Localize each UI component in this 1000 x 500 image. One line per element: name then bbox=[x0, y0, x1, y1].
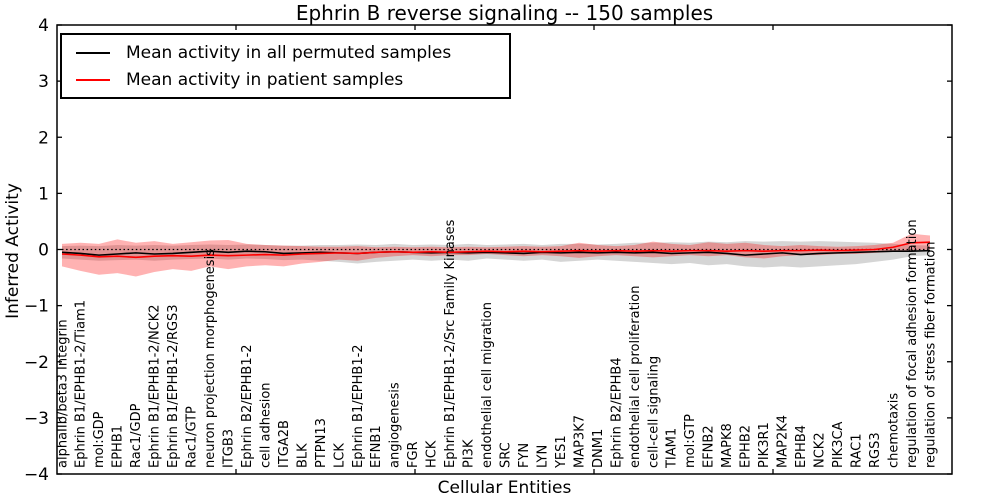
y-tick-label: 4 bbox=[38, 16, 49, 36]
x-category-label: EFNB1 bbox=[369, 425, 384, 468]
x-category-label: Ephrin B1/EPHB1-2 bbox=[351, 344, 366, 468]
x-category-label: ITGA2B bbox=[277, 420, 292, 468]
x-category-label: FGR bbox=[406, 441, 421, 468]
permuted-range-band bbox=[62, 241, 930, 268]
x-category-label: regulation of focal adhesion formation bbox=[905, 219, 920, 468]
x-category-label: YES1 bbox=[554, 435, 569, 469]
y-tick-label: 1 bbox=[38, 184, 49, 204]
x-category-label: MAP3K7 bbox=[572, 415, 587, 468]
x-category-label: Ephrin B2/EPHB4 bbox=[609, 357, 624, 468]
x-category-label: cell adhesion bbox=[258, 382, 273, 468]
legend-label-patient: Mean activity in patient samples bbox=[126, 69, 404, 90]
x-category-label: HCK bbox=[425, 440, 440, 468]
x-category-label: EFNB2 bbox=[702, 425, 717, 468]
legend-label-permuted: Mean activity in all permuted samples bbox=[126, 42, 452, 63]
x-category-label: EPHB1 bbox=[111, 425, 126, 468]
x-category-label: Rac1/GTP bbox=[185, 406, 200, 468]
chart-title: Ephrin B reverse signaling -- 150 sample… bbox=[295, 1, 714, 25]
x-category-label: regulation of stress fiber formation bbox=[923, 241, 938, 468]
legend-box: Mean activity in all permuted samples Me… bbox=[60, 33, 511, 99]
x-category-label: Ephrin B1/EPHB1-2/RGS3 bbox=[166, 304, 181, 468]
legend-entry-permuted: Mean activity in all permuted samples bbox=[76, 43, 509, 63]
x-category-label: LCK bbox=[332, 443, 347, 468]
y-tick-label: −2 bbox=[24, 353, 49, 373]
y-tick-label: −1 bbox=[24, 297, 49, 317]
x-category-label: Ephrin B1/EPHB1-2/Tiam1 bbox=[74, 300, 89, 468]
x-category-label: mol:GDP bbox=[92, 411, 107, 468]
x-category-label: alphaIIb/beta3 Integrin bbox=[55, 319, 70, 468]
x-category-label: BLK bbox=[295, 443, 310, 468]
x-category-label: RAC1 bbox=[849, 433, 864, 468]
y-tick-label: 0 bbox=[38, 241, 49, 261]
mean-patient-line bbox=[61, 241, 931, 259]
x-category-label: MAPK8 bbox=[720, 423, 735, 468]
x-category-label: neuron projection morphogenesis bbox=[203, 249, 218, 468]
permuted-line-swatch bbox=[76, 51, 110, 54]
x-category-label: chemotaxis bbox=[886, 393, 901, 468]
x-category-label: NCK2 bbox=[812, 432, 827, 468]
x-category-label: angiogenesis bbox=[388, 382, 403, 468]
x-category-label: mol:GTP bbox=[683, 414, 698, 468]
x-category-label: PTPN13 bbox=[314, 418, 329, 468]
x-category-label: PIK3R1 bbox=[757, 422, 772, 468]
mean-permuted-line bbox=[61, 249, 931, 256]
x-category-label: TIAM1 bbox=[665, 428, 680, 469]
x-category-label: cell-cell signaling bbox=[646, 356, 661, 468]
x-category-label: Ephrin B2/EPHB1-2 bbox=[240, 344, 255, 468]
legend-entry-patient: Mean activity in patient samples bbox=[76, 70, 509, 90]
x-category-label: EPHB4 bbox=[794, 425, 809, 468]
x-category-label: Rac1/GDP bbox=[129, 403, 144, 468]
y-axis-label: Inferred Activity bbox=[3, 183, 23, 319]
x-category-label: LYN bbox=[535, 445, 550, 468]
x-category-label: PIK3CA bbox=[831, 421, 846, 468]
x-category-label: PI3K bbox=[462, 439, 477, 468]
patient-range-band bbox=[62, 233, 930, 277]
y-tick-label: 3 bbox=[38, 72, 49, 92]
patient-line-swatch bbox=[76, 78, 110, 81]
x-category-label: endothelial cell migration bbox=[480, 302, 495, 468]
x-category-label: ITGB3 bbox=[222, 429, 237, 468]
x-axis-label: Cellular Entities bbox=[437, 478, 572, 498]
x-category-label: DNM1 bbox=[591, 429, 606, 468]
x-category-label: MAP2K4 bbox=[776, 415, 791, 468]
y-tick-label: −4 bbox=[24, 465, 49, 485]
x-category-label: EPHB2 bbox=[739, 425, 754, 468]
y-tick-label: −3 bbox=[24, 409, 49, 429]
x-category-label: SRC bbox=[499, 442, 514, 468]
y-tick-label: 2 bbox=[38, 128, 49, 148]
x-category-label: RGS3 bbox=[868, 432, 883, 468]
x-category-label: endothelial cell proliferation bbox=[628, 286, 643, 469]
x-category-label: Ephrin B1/EPHB1-2/Src Family Kinases bbox=[443, 219, 458, 468]
x-category-label: Ephrin B1/EPHB1-2/NCK2 bbox=[148, 304, 163, 468]
x-category-label: FYN bbox=[517, 443, 532, 468]
